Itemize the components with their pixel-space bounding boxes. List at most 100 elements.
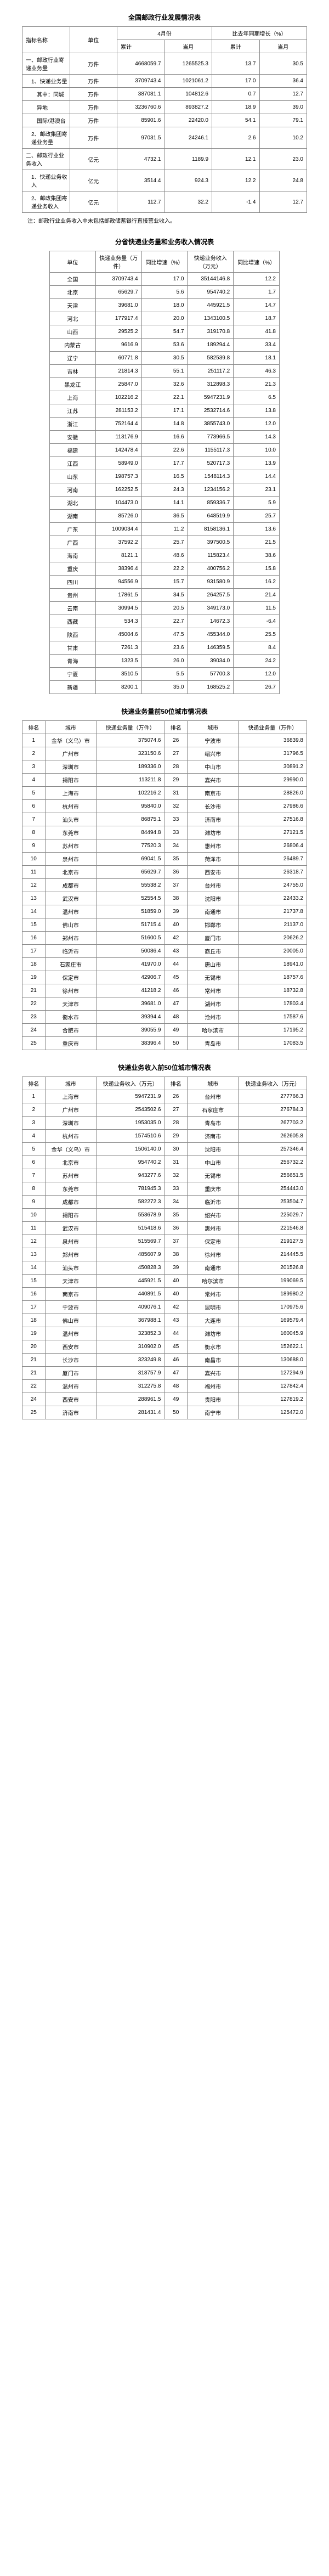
cell: 温州市 bbox=[45, 1327, 96, 1340]
cell: 26.0 bbox=[141, 655, 188, 668]
cell: 18732.8 bbox=[239, 984, 307, 997]
cell: 厦门市 bbox=[45, 1367, 96, 1380]
cell: 17803.4 bbox=[239, 997, 307, 1011]
table-row: 24西安市288961.549贵阳市127819.2 bbox=[22, 1393, 307, 1406]
cell: 宁夏 bbox=[50, 668, 96, 681]
cell: 323150.6 bbox=[96, 747, 164, 760]
cell: 南京市 bbox=[187, 787, 238, 800]
cell: 43 bbox=[164, 1314, 188, 1327]
cell: 3855743.0 bbox=[188, 418, 234, 431]
table-row: 四川94556.915.7931580.916.2 bbox=[50, 576, 280, 589]
cell: 219127.5 bbox=[239, 1235, 307, 1248]
t4-h6: 快递业务收入（万元） bbox=[239, 1077, 307, 1090]
cell: 39681.0 bbox=[95, 299, 141, 312]
cell: 8121.1 bbox=[95, 549, 141, 562]
table-row: 山西29525.254.7319170.841.8 bbox=[50, 325, 280, 339]
cell: 3709743.4 bbox=[117, 75, 165, 88]
cell: 14.4 bbox=[234, 470, 280, 483]
cell: 26489.7 bbox=[239, 853, 307, 866]
table-row: 23衡水市39394.448沧州市17587.6 bbox=[22, 1011, 307, 1024]
cell: 8 bbox=[22, 1182, 46, 1196]
cell: 1、快递业务量 bbox=[22, 75, 70, 88]
cell: 29990.0 bbox=[239, 774, 307, 787]
cell: 5 bbox=[22, 1143, 46, 1156]
cell: 12.7 bbox=[259, 88, 307, 101]
cell: 11 bbox=[22, 1222, 46, 1235]
t2-h4: 快递业务收入（万元） bbox=[188, 251, 234, 273]
table-row: 11武汉市515418.636惠州市221546.8 bbox=[22, 1222, 307, 1235]
cell: 18941.0 bbox=[239, 958, 307, 971]
cell: 32 bbox=[164, 1169, 188, 1182]
table-row: 重庆38396.422.2400756.215.8 bbox=[50, 562, 280, 576]
cell: 12.2 bbox=[212, 170, 260, 191]
table-row: 一、邮政行业寄递业务量万件4668059.71265525.313.730.5 bbox=[22, 53, 307, 75]
cell: 36 bbox=[164, 1222, 188, 1235]
cell: 江苏 bbox=[50, 404, 96, 418]
cell: 13 bbox=[22, 892, 46, 905]
cell: 南宁市 bbox=[187, 1406, 238, 1419]
t3-h3: 快递业务量（万件） bbox=[96, 721, 164, 734]
cell: 1 bbox=[22, 734, 46, 747]
cell: 3 bbox=[22, 1117, 46, 1130]
cell: 湖州市 bbox=[187, 997, 238, 1011]
table-row: 24合肥市39055.949哈尔滨市17195.2 bbox=[22, 1024, 307, 1037]
cell: 16.6 bbox=[141, 431, 188, 444]
cell: 19 bbox=[22, 971, 46, 984]
cell: 319170.8 bbox=[188, 325, 234, 339]
cell: 45 bbox=[164, 971, 188, 984]
cell: 24755.0 bbox=[239, 879, 307, 892]
table-row: 6北京市954740.231中山市256732.2 bbox=[22, 1156, 307, 1169]
table-row: 山东198757.316.51548114.314.4 bbox=[50, 470, 280, 483]
cell: 亿元 bbox=[70, 191, 117, 213]
cell: 41970.0 bbox=[96, 958, 164, 971]
cell: 25.7 bbox=[234, 510, 280, 523]
table-row: 1金华（义乌）市375074.626宁波市36839.8 bbox=[22, 734, 307, 747]
cell: 24.8 bbox=[259, 170, 307, 191]
cell: 湖南 bbox=[50, 510, 96, 523]
cell: 安徽 bbox=[50, 431, 96, 444]
cell: 6 bbox=[22, 1156, 46, 1169]
table-row: 21厦门市318757.947嘉兴市127294.9 bbox=[22, 1367, 307, 1380]
cell: 35.0 bbox=[141, 681, 188, 694]
cell: 27121.5 bbox=[239, 826, 307, 839]
cell: 22 bbox=[22, 1380, 46, 1393]
cell: 二、邮政行业业务收入 bbox=[22, 149, 70, 170]
cell: 四川 bbox=[50, 576, 96, 589]
cell: 重庆 bbox=[50, 562, 96, 576]
cell: 泉州市 bbox=[45, 1235, 96, 1248]
cell: 无锡市 bbox=[187, 1169, 238, 1182]
table-row: 5上海市102216.231南京市28826.0 bbox=[22, 787, 307, 800]
cell: 40 bbox=[164, 1275, 188, 1288]
cell: 25847.0 bbox=[95, 378, 141, 391]
t3-h5: 城市 bbox=[187, 721, 238, 734]
cell: 嘉兴市 bbox=[187, 1367, 238, 1380]
cell: 13.8 bbox=[234, 404, 280, 418]
cell: 47 bbox=[164, 997, 188, 1011]
cell: 112.7 bbox=[117, 191, 165, 213]
cell: 50086.4 bbox=[96, 945, 164, 958]
cell: 26 bbox=[164, 734, 188, 747]
table-row: 海南8121.148.6115823.438.6 bbox=[50, 549, 280, 562]
cell: 28826.0 bbox=[239, 787, 307, 800]
cell: 徐州市 bbox=[187, 1248, 238, 1261]
cell: 吉林 bbox=[50, 365, 96, 378]
cell: 苏州市 bbox=[45, 839, 96, 853]
table-row: 广西37592.225.7397500.521.5 bbox=[50, 536, 280, 549]
cell: 86875.1 bbox=[96, 813, 164, 826]
cell: 广州市 bbox=[45, 1103, 96, 1117]
cell: 55.1 bbox=[141, 365, 188, 378]
cell: 1323.5 bbox=[95, 655, 141, 668]
cell: 102216.2 bbox=[96, 787, 164, 800]
cell: 17195.2 bbox=[239, 1024, 307, 1037]
cell: 45004.6 bbox=[95, 628, 141, 641]
t1-h-gcur: 当月 bbox=[259, 40, 307, 53]
table-row: 4揭阳市113211.829嘉兴市29990.0 bbox=[22, 774, 307, 787]
t4-h2: 城市 bbox=[45, 1077, 96, 1090]
cell: 318757.9 bbox=[96, 1367, 164, 1380]
table-row: 10泉州市69041.535菏泽市26489.7 bbox=[22, 853, 307, 866]
province-table: 分省快递业务量和业务收入情况表 单位 快递业务量（万件） 同比增速（%） 快递业… bbox=[49, 233, 280, 694]
cell: 323852.3 bbox=[96, 1327, 164, 1340]
cell: 50 bbox=[164, 1037, 188, 1050]
table-row: 17宁波市409076.142昆明市170975.6 bbox=[22, 1301, 307, 1314]
cell: 48.6 bbox=[141, 549, 188, 562]
